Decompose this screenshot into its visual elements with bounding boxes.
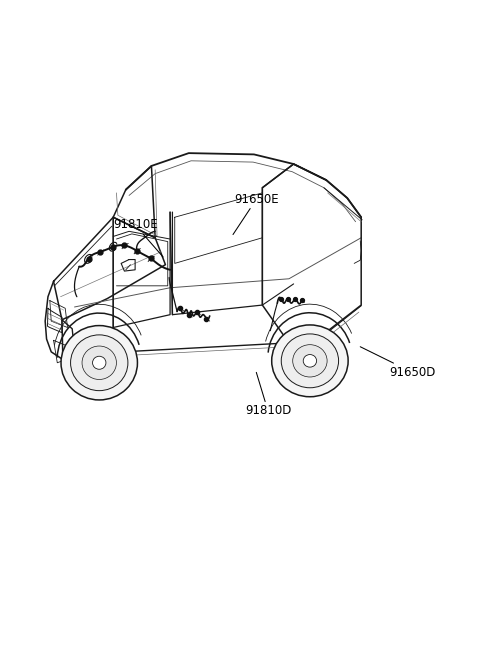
- Ellipse shape: [61, 326, 137, 400]
- Text: 91810E: 91810E: [113, 218, 163, 257]
- Ellipse shape: [293, 345, 327, 377]
- Text: 91810D: 91810D: [245, 373, 291, 417]
- Text: 91650D: 91650D: [360, 346, 435, 379]
- Ellipse shape: [82, 346, 117, 379]
- Ellipse shape: [93, 356, 106, 369]
- Ellipse shape: [272, 325, 348, 397]
- Ellipse shape: [281, 334, 338, 388]
- Text: 91650E: 91650E: [233, 193, 278, 234]
- Ellipse shape: [71, 335, 128, 390]
- Ellipse shape: [303, 354, 317, 367]
